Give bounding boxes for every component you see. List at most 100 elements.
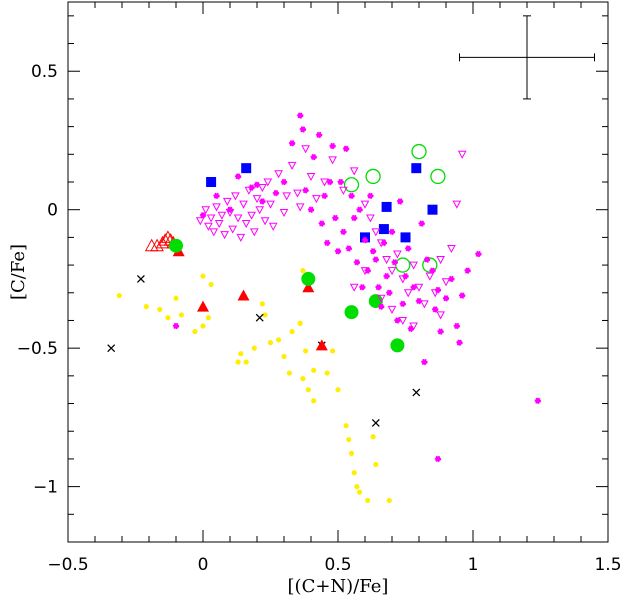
- data-point-yellow-dot: [143, 304, 149, 310]
- data-point-magenta-triangle: [376, 294, 386, 303]
- data-point-magenta-triangle: [241, 220, 251, 229]
- data-point-magenta-star: [351, 214, 358, 222]
- cross-stroke: [107, 344, 116, 353]
- data-point-yellow-dot: [286, 370, 292, 376]
- data-point-magenta-star: [326, 178, 334, 186]
- data-point-magenta-triangle: [247, 211, 256, 220]
- x-tick-label: 1: [468, 555, 479, 575]
- cross-stroke: [412, 388, 421, 397]
- data-point-magenta-triangle: [349, 167, 359, 176]
- data-point-magenta-star: [380, 239, 388, 247]
- data-point-magenta-triangle: [295, 203, 305, 212]
- data-point-black-cross: [107, 344, 116, 353]
- data-point-yellow-dot: [157, 306, 163, 312]
- data-point-magenta-star: [375, 284, 382, 291]
- data-point-magenta-star: [348, 192, 355, 200]
- x-tick-label: 0.5: [324, 555, 351, 575]
- data-point-magenta-star: [280, 178, 288, 186]
- data-point-black-cross: [371, 418, 380, 427]
- data-point-magenta-star: [299, 126, 307, 133]
- data-point-magenta-star: [456, 339, 463, 346]
- data-point-blue-square: [381, 201, 392, 212]
- data-point-magenta-star: [475, 250, 482, 258]
- data-point-blue-square: [206, 177, 217, 187]
- data-point-yellow-dot: [297, 320, 303, 326]
- data-point-yellow-dot: [373, 461, 379, 468]
- data-point-magenta-star: [396, 198, 404, 205]
- data-point-magenta-star: [361, 236, 369, 244]
- data-point-green-open-circle: [422, 257, 438, 273]
- data-point-magenta-triangle: [387, 305, 397, 314]
- data-point-magenta-star: [394, 317, 401, 324]
- data-point-magenta-star: [353, 259, 361, 266]
- data-point-magenta-star: [248, 184, 255, 191]
- data-point-yellow-dot: [386, 497, 392, 504]
- data-point-magenta-star: [226, 206, 234, 213]
- data-point-magenta-star: [423, 256, 431, 263]
- data-point-magenta-triangle: [268, 222, 278, 231]
- data-point-magenta-star: [378, 303, 385, 310]
- x-tick-label: 1.5: [594, 555, 621, 575]
- data-point-green-open-circle: [395, 257, 411, 273]
- data-point-magenta-triangle: [201, 206, 211, 215]
- data-point-magenta-triangle: [209, 228, 219, 237]
- data-point-magenta-star: [297, 112, 304, 119]
- data-point-magenta-star: [359, 284, 366, 291]
- data-point-magenta-triangle: [366, 214, 375, 223]
- data-point-green-open-circle: [430, 168, 446, 185]
- data-point-yellow-dot: [205, 315, 211, 321]
- data-point-magenta-star: [321, 192, 328, 200]
- data-point-yellow-dot: [173, 295, 179, 301]
- data-point-magenta-star: [448, 275, 455, 283]
- data-point-yellow-dot: [330, 348, 336, 354]
- data-point-magenta-star: [464, 267, 471, 274]
- data-point-yellow-dot: [354, 484, 360, 490]
- data-point-magenta-triangle: [301, 145, 310, 154]
- data-point-magenta-star: [405, 245, 412, 252]
- data-point-magenta-star: [434, 455, 442, 463]
- data-point-yellow-dot: [208, 281, 214, 288]
- data-point-magenta-triangle: [258, 184, 267, 193]
- data-point-magenta-triangle: [409, 261, 418, 270]
- data-point-red-filled-triangle: [237, 289, 250, 301]
- data-point-magenta-star: [442, 295, 450, 302]
- data-point-magenta-triangle: [217, 211, 227, 220]
- data-point-magenta-triangle: [228, 225, 238, 234]
- data-point-blue-square: [411, 163, 422, 174]
- data-point-yellow-dot: [300, 268, 306, 274]
- data-point-yellow-dot: [324, 370, 330, 376]
- data-point-magenta-star: [410, 284, 417, 291]
- data-point-magenta-star: [432, 306, 439, 313]
- x-axis-label: [(C+N)/Fe]: [288, 576, 389, 597]
- data-point-magenta-triangle: [222, 197, 232, 206]
- data-point-magenta-star: [315, 131, 323, 139]
- data-point-magenta-star: [388, 228, 396, 236]
- data-point-magenta-star: [407, 325, 415, 332]
- data-point-magenta-triangle: [195, 217, 205, 226]
- data-point-yellow-dot: [243, 359, 249, 365]
- data-point-magenta-star: [453, 322, 460, 330]
- data-point-magenta-star: [234, 173, 242, 180]
- data-point-green-filled-circle: [301, 271, 316, 286]
- data-point-magenta-star: [253, 181, 261, 188]
- cross-stroke: [371, 418, 380, 427]
- data-point-yellow-dot: [238, 351, 244, 357]
- data-point-magenta-triangle: [233, 214, 243, 223]
- data-point-magenta-triangle: [214, 220, 224, 229]
- data-point-blue-square: [400, 232, 411, 243]
- data-point-magenta-star: [337, 178, 344, 186]
- data-point-magenta-star: [418, 220, 425, 227]
- y-tick-label: 0: [47, 201, 58, 221]
- data-point-black-cross: [136, 274, 145, 283]
- data-point-magenta-triangle: [420, 300, 429, 309]
- data-point-magenta-star: [437, 328, 444, 335]
- data-point-magenta-star: [429, 267, 436, 274]
- data-point-magenta-triangle: [452, 200, 462, 209]
- data-point-magenta-triangle: [436, 311, 445, 320]
- data-point-yellow-dot: [300, 376, 306, 382]
- data-point-yellow-dot: [305, 387, 311, 393]
- data-point-yellow-dot: [116, 292, 122, 299]
- data-point-magenta-triangle: [398, 316, 408, 326]
- data-point-magenta-triangle: [249, 228, 259, 237]
